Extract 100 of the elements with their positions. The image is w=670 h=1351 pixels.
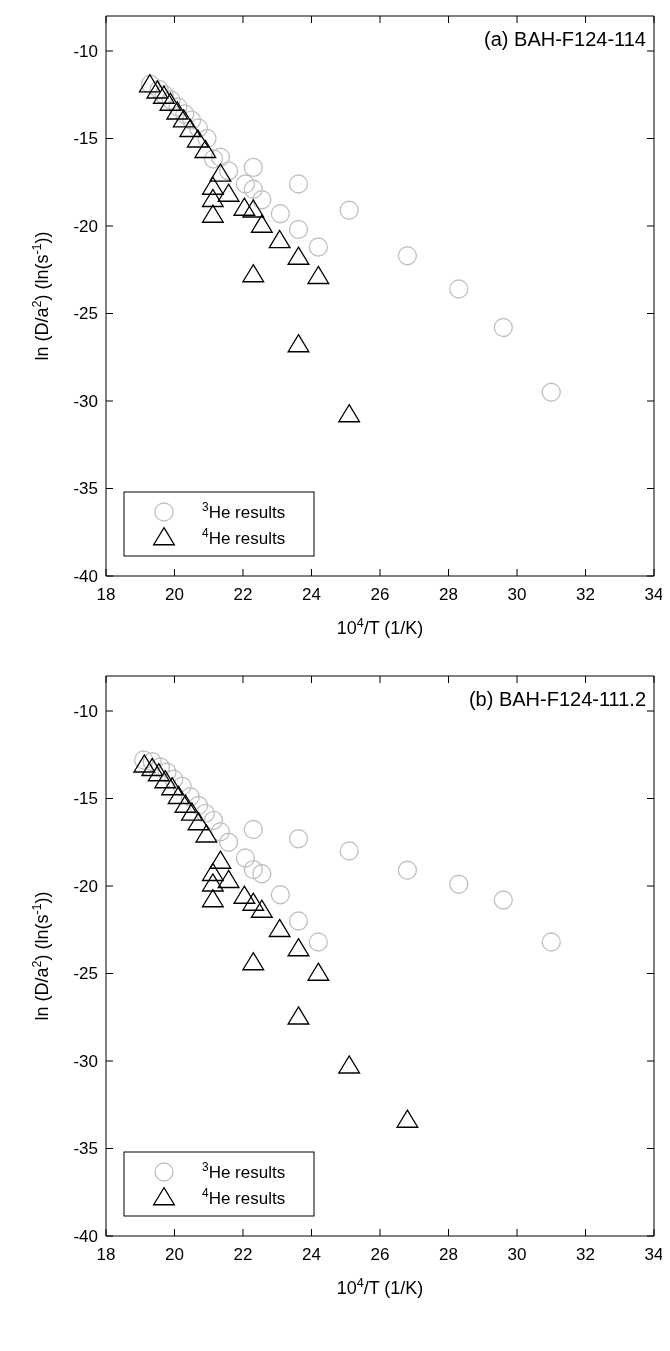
point xyxy=(209,163,232,182)
point xyxy=(203,149,224,169)
point xyxy=(338,404,361,423)
x-tick-label: 26 xyxy=(370,585,390,604)
point xyxy=(218,161,239,181)
point xyxy=(195,803,215,824)
legend-label: $^{4}$He results xyxy=(202,1185,286,1208)
x-tick-label: 28 xyxy=(439,1245,458,1264)
x-tick-label: 24 xyxy=(302,585,321,604)
x-tick-label: 32 xyxy=(576,585,595,604)
x-axis-title: 10$^{4}$/T (1/K) xyxy=(336,1276,424,1298)
point xyxy=(233,885,256,904)
point xyxy=(396,1109,419,1128)
point xyxy=(201,873,224,892)
x-tick-label: 22 xyxy=(233,585,253,604)
point xyxy=(174,794,197,813)
point xyxy=(201,188,224,208)
point xyxy=(493,317,513,338)
point xyxy=(243,179,263,199)
point xyxy=(339,841,359,861)
point xyxy=(252,864,272,884)
y-tick-label: -15 xyxy=(73,129,98,149)
y-tick-label: -10 xyxy=(73,701,98,721)
y-tick-label: -40 xyxy=(73,1226,98,1246)
annotation: (b) BAH-F124-111.2 xyxy=(468,688,646,710)
point xyxy=(235,174,256,194)
y-tick-label: -40 xyxy=(73,566,98,586)
point xyxy=(268,229,291,249)
x-tick-label: 22 xyxy=(233,1245,253,1264)
point xyxy=(157,762,177,782)
point xyxy=(161,777,184,796)
point xyxy=(150,757,171,777)
point xyxy=(217,183,240,202)
point xyxy=(288,911,309,931)
y-tick-label: -15 xyxy=(73,789,98,809)
x-tick-label: 18 xyxy=(96,1245,116,1264)
legend-label: $^{3}$He results xyxy=(202,1159,286,1182)
x-tick-label: 32 xyxy=(576,1245,595,1264)
point xyxy=(449,279,469,299)
y-tick-label: -35 xyxy=(73,1139,98,1159)
point xyxy=(218,832,239,852)
point xyxy=(242,264,265,283)
y-tick-label: -30 xyxy=(73,391,98,411)
point xyxy=(201,862,224,882)
point xyxy=(195,824,218,843)
point xyxy=(172,776,192,796)
point xyxy=(243,859,263,880)
point xyxy=(242,892,265,911)
point xyxy=(179,118,202,138)
point xyxy=(181,110,202,130)
point xyxy=(186,129,209,148)
point xyxy=(397,860,418,880)
x-tick-label: 28 xyxy=(439,585,458,604)
point xyxy=(201,204,224,223)
point xyxy=(541,382,561,402)
point xyxy=(243,157,263,178)
x-tick-label: 20 xyxy=(165,585,184,604)
y-tick-label: -25 xyxy=(73,304,98,324)
y-tick-label: -35 xyxy=(73,479,98,499)
point xyxy=(217,869,240,889)
y-tick-label: -20 xyxy=(73,216,98,236)
point xyxy=(308,237,328,257)
point xyxy=(541,932,561,952)
point xyxy=(141,757,164,777)
point xyxy=(187,812,210,831)
point xyxy=(188,795,209,816)
point xyxy=(201,176,224,195)
x-tick-label: 20 xyxy=(165,1245,184,1264)
point xyxy=(235,848,256,868)
point xyxy=(172,109,195,128)
point xyxy=(203,810,224,831)
point xyxy=(175,104,195,124)
point xyxy=(449,874,469,894)
point xyxy=(133,754,156,773)
point xyxy=(209,850,232,869)
point xyxy=(270,885,290,905)
point xyxy=(180,787,200,807)
point xyxy=(493,890,513,910)
point xyxy=(242,952,265,971)
x-axis-title: 10$^{4}$/T (1/K) xyxy=(336,616,424,638)
point xyxy=(250,214,273,233)
point xyxy=(250,899,273,918)
point xyxy=(142,752,162,772)
point xyxy=(147,763,170,782)
x-tick-label: 30 xyxy=(507,1245,527,1264)
y-tick-label: -10 xyxy=(73,41,98,61)
annotation: (a) BAH-F124-114 xyxy=(484,28,646,50)
point xyxy=(252,190,272,210)
x-tick-label: 24 xyxy=(302,1245,321,1264)
point xyxy=(308,932,328,952)
point xyxy=(307,265,330,285)
point xyxy=(188,118,209,138)
point xyxy=(397,246,418,266)
y-tick-label: -30 xyxy=(73,1051,98,1071)
legend-label: $^{4}$He results xyxy=(202,525,286,548)
point xyxy=(167,785,190,805)
point xyxy=(210,822,231,842)
point xyxy=(287,246,310,265)
point xyxy=(270,204,290,224)
point xyxy=(287,938,310,957)
